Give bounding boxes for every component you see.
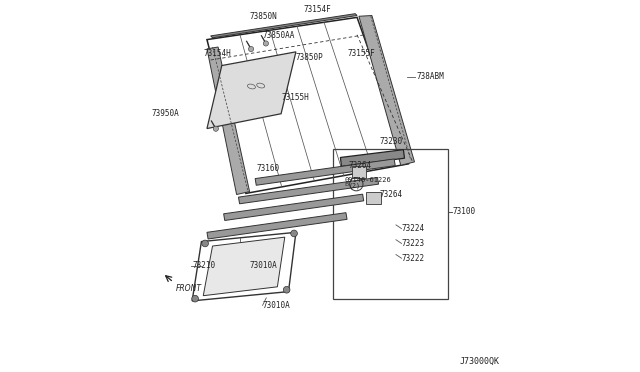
Text: 73950A: 73950A — [152, 109, 179, 118]
Polygon shape — [211, 14, 357, 38]
Ellipse shape — [257, 83, 265, 88]
Circle shape — [192, 295, 198, 302]
Text: 09146-61226: 09146-61226 — [344, 177, 391, 183]
Polygon shape — [359, 16, 415, 165]
Text: 73154H: 73154H — [204, 49, 231, 58]
Polygon shape — [207, 52, 296, 129]
Circle shape — [263, 41, 269, 46]
Text: 73224: 73224 — [401, 224, 425, 233]
Text: 73223: 73223 — [401, 239, 425, 248]
FancyBboxPatch shape — [352, 166, 366, 178]
Text: 73222: 73222 — [401, 254, 425, 263]
Text: 73155H: 73155H — [281, 93, 309, 102]
Circle shape — [213, 126, 218, 131]
Text: 73210: 73210 — [192, 261, 215, 270]
FancyBboxPatch shape — [366, 192, 381, 204]
Circle shape — [284, 286, 290, 293]
Polygon shape — [204, 237, 285, 296]
Text: 73154F: 73154F — [303, 5, 331, 14]
Circle shape — [202, 240, 209, 247]
Polygon shape — [207, 47, 250, 195]
Text: 73160: 73160 — [257, 164, 280, 173]
Polygon shape — [223, 194, 364, 221]
Text: (2): (2) — [349, 183, 361, 189]
Text: 73850AA: 73850AA — [262, 31, 295, 39]
Polygon shape — [255, 159, 396, 185]
Polygon shape — [239, 177, 378, 204]
Polygon shape — [207, 213, 347, 239]
Text: 738ABM: 738ABM — [417, 72, 444, 81]
Text: 73850P: 73850P — [296, 53, 324, 62]
Text: B: B — [344, 182, 349, 187]
Text: 73100: 73100 — [452, 208, 476, 217]
Text: FRONT: FRONT — [175, 284, 202, 293]
Text: 73010A: 73010A — [250, 261, 277, 270]
Text: 73264: 73264 — [380, 190, 403, 199]
Circle shape — [248, 46, 253, 52]
Text: 73010A: 73010A — [262, 301, 291, 310]
Circle shape — [291, 230, 298, 237]
Text: 73230: 73230 — [380, 137, 403, 146]
Ellipse shape — [248, 84, 255, 89]
Polygon shape — [340, 150, 404, 166]
Text: 73264: 73264 — [349, 161, 372, 170]
Text: J73000QK: J73000QK — [460, 357, 500, 366]
Text: 73155F: 73155F — [348, 49, 376, 58]
Polygon shape — [207, 17, 409, 193]
Text: 73850N: 73850N — [250, 12, 277, 21]
